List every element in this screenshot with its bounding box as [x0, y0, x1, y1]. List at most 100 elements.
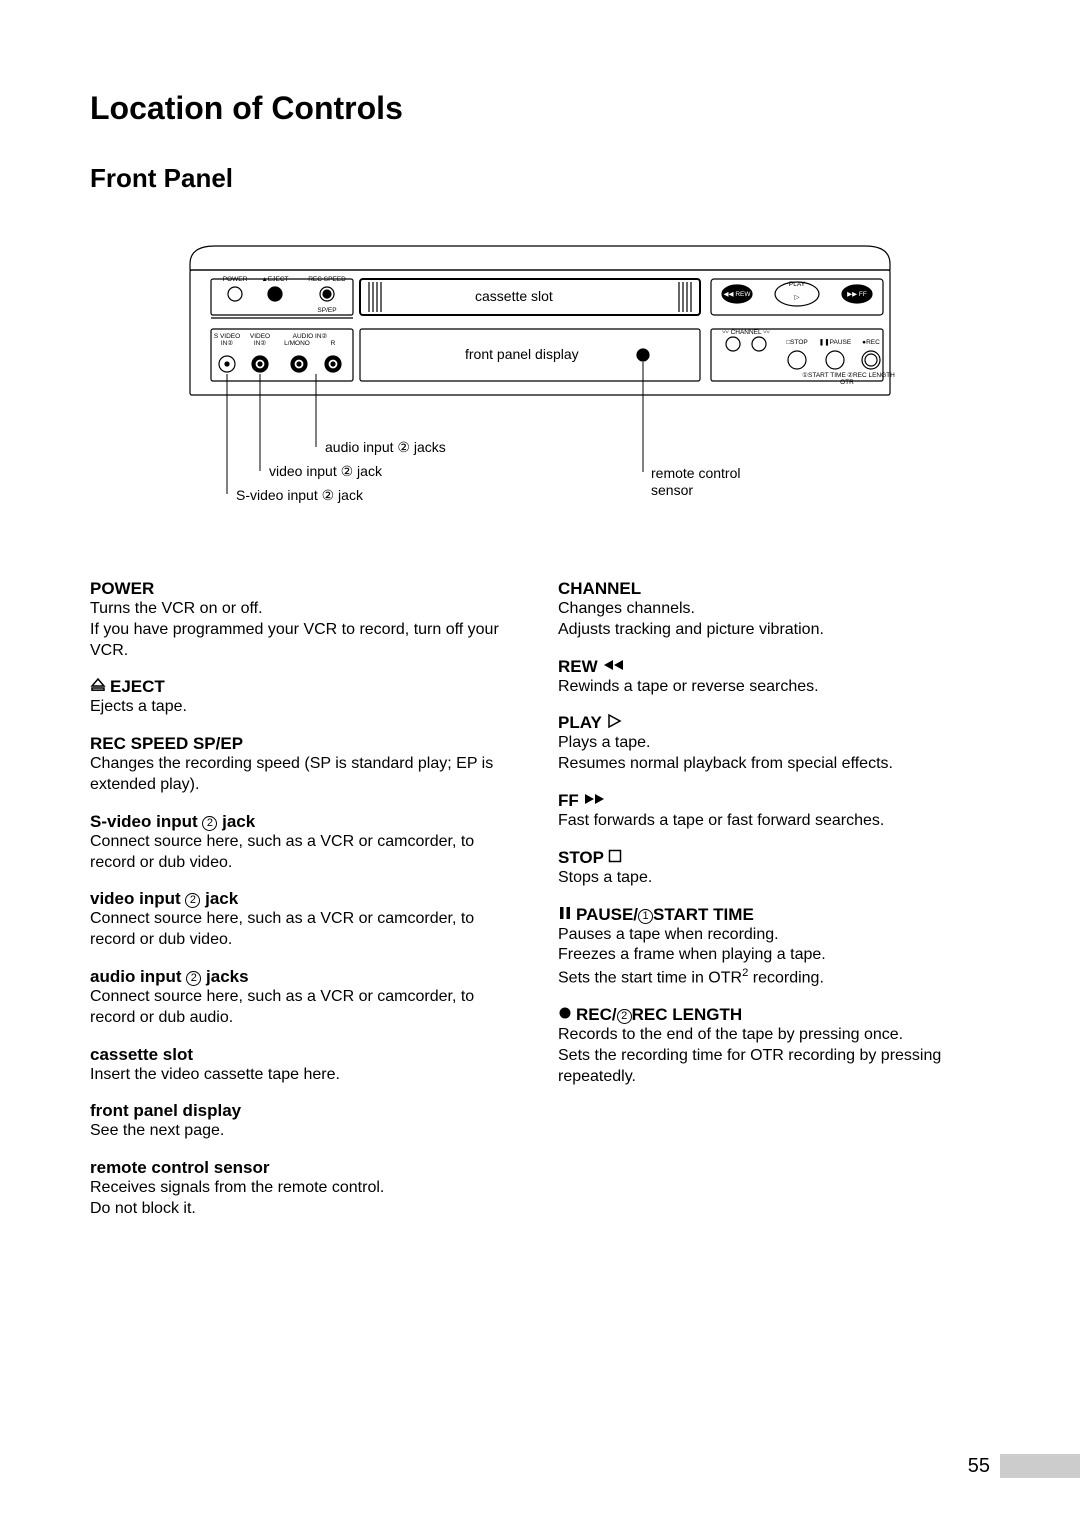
rew-icon [602, 657, 626, 677]
entry-title: PAUSE/1START TIME [558, 905, 990, 925]
svg-text:SP/EP: SP/EP [317, 307, 336, 314]
entry-title-text: cassette slot [90, 1045, 193, 1065]
svg-text:cassette slot: cassette slot [475, 288, 553, 304]
entry-title-text: REC SPEED SP/EP [90, 734, 243, 754]
svg-text:②REC LENGTH: ②REC LENGTH [847, 371, 895, 379]
entry-desc: Records to the end of the tape by pressi… [558, 1025, 990, 1087]
entry-desc: Receives signals from the remote control… [90, 1178, 522, 1220]
entry-title: REW [558, 657, 990, 677]
control-entry: REC/2REC LENGTHRecords to the end of the… [558, 1005, 990, 1087]
svg-text:remote control: remote control [651, 465, 740, 481]
control-entry: video input 2 jackConnect source here, s… [90, 889, 522, 951]
stop-icon [608, 848, 622, 868]
entry-title-text: PLAY [558, 713, 602, 733]
entry-title-text: S-video input 2 jack [90, 812, 255, 832]
svg-text:R: R [331, 340, 336, 347]
svg-text:▷: ▷ [795, 294, 801, 301]
control-entry: REW Rewinds a tape or reverse searches. [558, 657, 990, 698]
entry-title: front panel display [90, 1101, 522, 1121]
control-entry: REC SPEED SP/EPChanges the recording spe… [90, 734, 522, 796]
control-entry: PAUSE/1START TIMEPauses a tape when reco… [558, 905, 990, 990]
entry-desc: Changes the recording speed (SP is stand… [90, 754, 522, 796]
svg-text:AUDIO IN②: AUDIO IN② [293, 332, 328, 340]
control-entry: CHANNELChanges channels.Adjusts tracking… [558, 579, 990, 641]
control-entry: front panel displaySee the next page. [90, 1101, 522, 1142]
svg-text:❚❚PAUSE: ❚❚PAUSE [819, 338, 852, 346]
entry-title-text: CHANNEL [558, 579, 641, 599]
entry-title-text: audio input 2 jacks [90, 967, 249, 987]
control-entry: audio input 2 jacksConnect source here, … [90, 967, 522, 1029]
entry-title: REC SPEED SP/EP [90, 734, 522, 754]
entry-title: S-video input 2 jack [90, 812, 522, 832]
left-column: POWERTurns the VCR on or off.If you have… [90, 579, 522, 1236]
entry-title-text: REC/2REC LENGTH [576, 1005, 742, 1025]
svg-text:audio input ② jacks: audio input ② jacks [325, 439, 446, 455]
svg-text:□STOP: □STOP [786, 339, 808, 346]
entry-title: EJECT [90, 677, 522, 697]
entry-title-text: remote control sensor [90, 1158, 270, 1178]
entry-title-text: FF [558, 791, 579, 811]
svg-text:〰 CHANNEL 〰: 〰 CHANNEL 〰 [722, 329, 770, 336]
section-title: Front Panel [90, 163, 990, 194]
entry-desc: Fast forwards a tape or fast forward sea… [558, 811, 990, 832]
page-title: Location of Controls [90, 90, 990, 127]
entry-title-text: STOP [558, 848, 604, 868]
svg-text:▲EJECT: ▲EJECT [261, 276, 288, 283]
svg-text:sensor: sensor [651, 482, 693, 498]
entry-desc: Insert the video cassette tape here. [90, 1065, 522, 1086]
svg-text:IN②: IN② [221, 339, 234, 347]
control-entry: EJECTEjects a tape. [90, 677, 522, 718]
svg-text:VIDEO: VIDEO [250, 333, 270, 340]
entry-title: remote control sensor [90, 1158, 522, 1178]
svg-text:L/MONO: L/MONO [284, 340, 310, 347]
entry-desc: See the next page. [90, 1121, 522, 1142]
entry-desc: Rewinds a tape or reverse searches. [558, 677, 990, 698]
svg-text:PLAY: PLAY [789, 281, 806, 288]
control-entry: PLAY Plays a tape.Resumes normal playbac… [558, 713, 990, 775]
entry-title: POWER [90, 579, 522, 599]
control-entry: FF Fast forwards a tape or fast forward … [558, 791, 990, 832]
svg-text:POWER: POWER [223, 276, 248, 283]
ff-icon [583, 791, 607, 811]
entry-title: PLAY [558, 713, 990, 733]
svg-text:OTR: OTR [840, 379, 854, 386]
entry-title: FF [558, 791, 990, 811]
front-panel-diagram: POWER ▲EJECT REC SPEED SP/EP S VIDEO IN②… [90, 234, 990, 529]
eject-icon [90, 677, 106, 697]
entry-desc: Connect source here, such as a VCR or ca… [90, 909, 522, 951]
control-entry: STOP Stops a tape. [558, 848, 990, 889]
svg-text:REC SPEED: REC SPEED [308, 276, 346, 283]
entry-title: STOP [558, 848, 990, 868]
entry-desc: Connect source here, such as a VCR or ca… [90, 832, 522, 874]
entry-desc: Pauses a tape when recording.Freezes a f… [558, 925, 990, 990]
entry-title-text: PAUSE/1START TIME [576, 905, 754, 925]
control-entry: remote control sensorReceives signals fr… [90, 1158, 522, 1220]
entry-title: CHANNEL [558, 579, 990, 599]
entry-title-text: REW [558, 657, 598, 677]
play-icon [606, 713, 622, 733]
rec-icon [558, 1005, 572, 1025]
pause-icon [558, 905, 572, 925]
entry-desc: Changes channels.Adjusts tracking and pi… [558, 599, 990, 641]
entry-desc: Turns the VCR on or off.If you have prog… [90, 599, 522, 661]
page-bar [1000, 1454, 1080, 1478]
entry-desc: Stops a tape. [558, 868, 990, 889]
svg-text:video input ② jack: video input ② jack [269, 463, 383, 479]
page-number: 55 [968, 1455, 990, 1478]
entry-title-text: front panel display [90, 1101, 241, 1121]
svg-text:front panel display: front panel display [465, 346, 579, 362]
entry-title-text: EJECT [110, 677, 165, 697]
right-column: CHANNELChanges channels.Adjusts tracking… [558, 579, 990, 1236]
entry-desc: Ejects a tape. [90, 697, 522, 718]
svg-text:S-video input ② jack: S-video input ② jack [236, 487, 364, 503]
svg-text:S VIDEO: S VIDEO [214, 333, 240, 340]
svg-text:①START TIME: ①START TIME [802, 371, 846, 379]
entry-title-text: POWER [90, 579, 154, 599]
entry-title: REC/2REC LENGTH [558, 1005, 990, 1025]
control-entry: S-video input 2 jackConnect source here,… [90, 812, 522, 874]
entry-title-text: video input 2 jack [90, 889, 238, 909]
svg-text:IN②: IN② [254, 339, 267, 347]
entry-desc: Plays a tape.Resumes normal playback fro… [558, 733, 990, 775]
entry-title: cassette slot [90, 1045, 522, 1065]
svg-text:▶▶ FF: ▶▶ FF [847, 291, 867, 298]
